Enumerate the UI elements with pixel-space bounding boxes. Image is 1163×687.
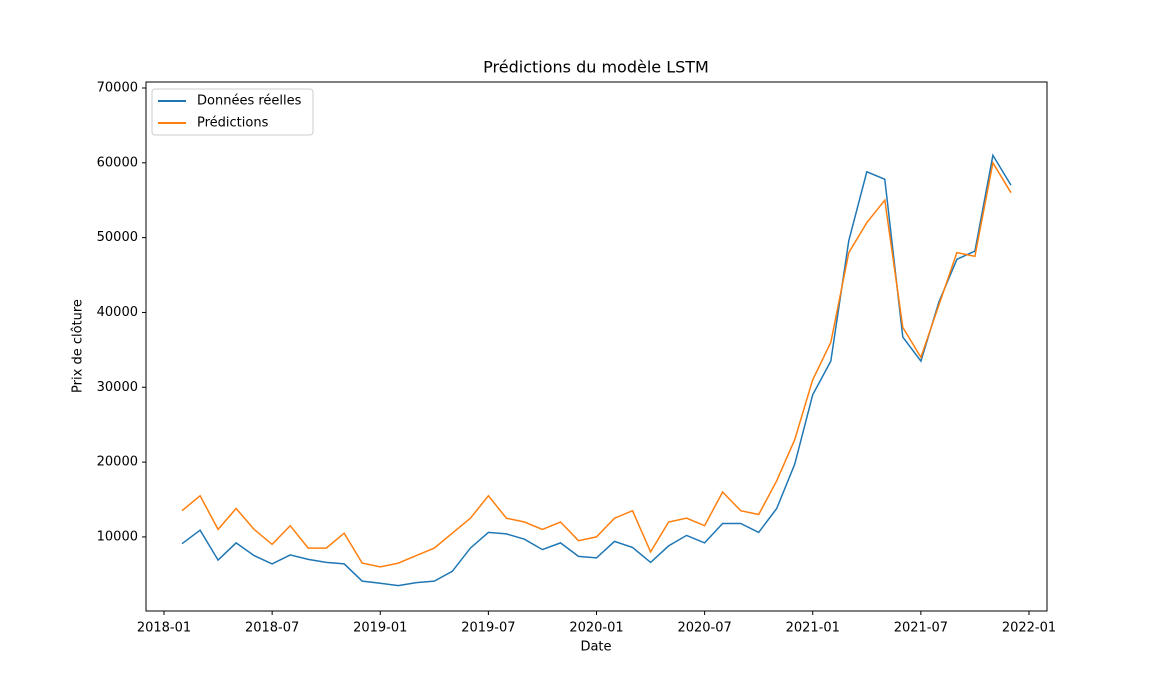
chart-title: Prédictions du modèle LSTM (483, 58, 709, 77)
x-axis-label: Date (580, 640, 611, 655)
y-tick-label: 40000 (97, 305, 138, 320)
y-axis-label: Prix de clôture (71, 299, 86, 393)
y-tick-label: 70000 (97, 80, 138, 95)
legend-label: Données réelles (197, 94, 302, 109)
y-tick-label: 30000 (97, 380, 138, 395)
plot-frame (145, 81, 1048, 612)
x-tick-label: 2021-07 (894, 621, 948, 636)
x-tick-label: 2018-07 (245, 621, 299, 636)
x-tick-label: 2019-01 (353, 621, 407, 636)
legend-box (151, 88, 314, 136)
series-line (181, 153, 1012, 587)
x-tick-label: 2020-07 (677, 621, 731, 636)
x-tick-label: 2018-01 (137, 621, 191, 636)
y-tick-label: 60000 (97, 155, 138, 170)
x-tick-label: 2019-07 (461, 621, 515, 636)
x-tick-label: 2020-01 (569, 621, 623, 636)
series-line (181, 160, 1012, 568)
y-tick-label: 20000 (97, 455, 138, 470)
y-tick-label: 10000 (97, 529, 138, 544)
x-tick-label: 2022-01 (1002, 621, 1056, 636)
x-tick-label: 2021-01 (786, 621, 840, 636)
legend-label: Prédictions (197, 116, 269, 131)
y-tick-label: 50000 (97, 230, 138, 245)
